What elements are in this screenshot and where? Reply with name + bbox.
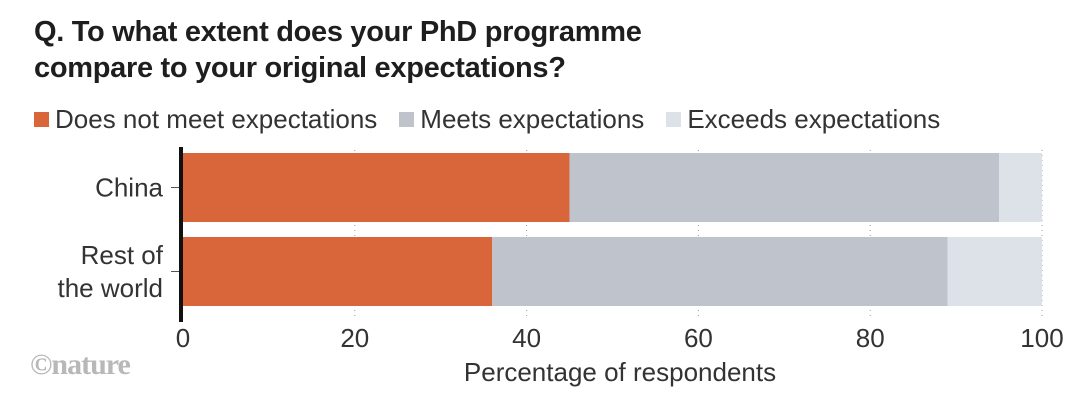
legend-label-meets: Meets expectations (420, 104, 645, 134)
x-tick-label-60: 60 (684, 323, 713, 353)
nature-credit: ©nature (30, 348, 131, 381)
x-tick-label-100: 100 (1020, 323, 1063, 353)
category-label-1-line-0: Rest of (81, 240, 164, 270)
bar-rest-of-the-world-meets-expectations (492, 237, 948, 306)
category-label-0-line-0: China (95, 173, 163, 203)
legend-item-exceeds: Exceeds expectations (666, 104, 940, 135)
x-tick-label-20: 20 (340, 323, 369, 353)
chart-title: Q. To what extent does your PhD programm… (34, 14, 642, 86)
chart-title-line-2: compare to your original expectations? (34, 52, 566, 84)
x-tick-labels: 0 20 40 60 80 100 (176, 323, 1064, 353)
bar-china-exceeds-expectations (999, 153, 1042, 222)
legend-label-does-not-meet: Does not meet expectations (55, 104, 378, 134)
bar-rest-of-the-world-does-not-meet-expectations (183, 237, 493, 306)
bar-china-does-not-meet-expectations (183, 153, 570, 222)
legend: Does not meet expectations Meets expecta… (34, 104, 962, 135)
legend-swatch-meets (399, 112, 415, 127)
category-label-1-line-1: the world (58, 273, 164, 303)
bar-china-meets-expectations (569, 153, 1000, 222)
x-tick-label-80: 80 (856, 323, 885, 353)
chart-title-line-1: Q. To what extent does your PhD programm… (34, 16, 642, 48)
x-tick-label-40: 40 (512, 323, 541, 353)
legend-swatch-exceeds (666, 112, 682, 127)
bars (183, 153, 1042, 306)
legend-swatch-does-not-meet (34, 112, 49, 127)
x-axis-label: Percentage of respondents (464, 357, 776, 387)
legend-item-meets: Meets expectations (399, 104, 644, 135)
legend-label-exceeds: Exceeds expectations (687, 104, 941, 134)
legend-item-does-not-meet: Does not meet expectations (34, 104, 377, 135)
x-tick-label-0: 0 (176, 323, 190, 353)
bar-rest-of-the-world-exceeds-expectations (947, 237, 1042, 306)
